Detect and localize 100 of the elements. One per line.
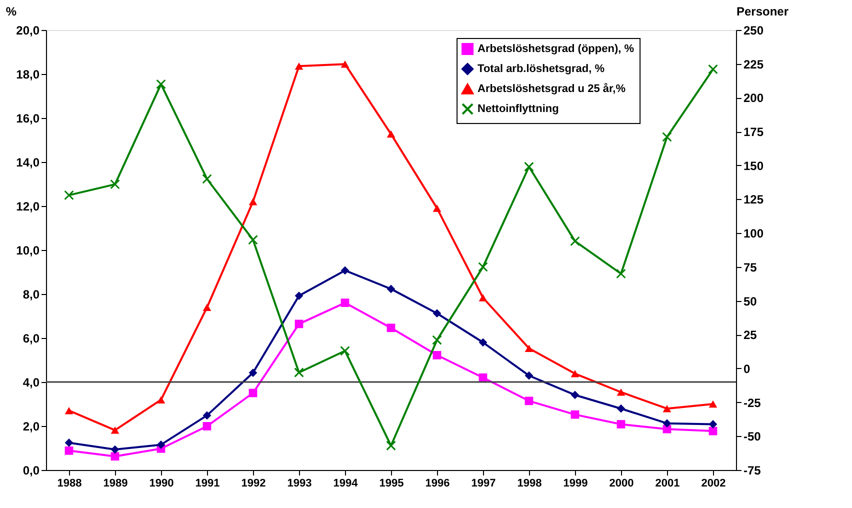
point [432, 204, 442, 212]
y-tick-label: 12,0 [16, 200, 40, 214]
x-tick-label: 1999 [563, 478, 588, 490]
point [110, 179, 120, 190]
point [294, 368, 304, 378]
point [248, 388, 258, 398]
x-tick-label: 1992 [241, 478, 266, 490]
y2-axis-title: Personer [736, 4, 789, 18]
y-axis-title: % [6, 4, 17, 18]
point [708, 420, 718, 428]
y2-tick-label: 100 [744, 226, 764, 241]
y2-tick-label: 175 [744, 125, 764, 140]
point [110, 426, 120, 434]
point [478, 373, 488, 382]
point [248, 234, 258, 245]
point [662, 419, 672, 428]
point [570, 370, 580, 378]
point [524, 344, 534, 352]
point [248, 368, 258, 377]
y2-tick-label: 250 [744, 24, 764, 38]
point [570, 236, 580, 246]
point [616, 268, 626, 279]
x-tick-label: 1988 [57, 478, 82, 490]
point [294, 62, 304, 70]
x-tick-label: 1996 [425, 478, 450, 490]
legend-label: Nettoinflyttning [478, 103, 559, 115]
point [432, 335, 442, 345]
point [156, 79, 166, 90]
y2-tick-label: 200 [744, 91, 764, 106]
y-tick-label: 16,0 [16, 112, 40, 126]
legend-label: Total arb.löshetsgrad, % [478, 63, 605, 75]
point [110, 445, 120, 454]
point [478, 338, 488, 347]
point [386, 324, 396, 332]
point [386, 284, 396, 294]
point [432, 309, 442, 318]
y-tick-label: 6,0 [22, 332, 40, 346]
y-tick-label: 8,0 [22, 288, 40, 302]
x-tick-label: 2001 [655, 478, 680, 490]
legend-label: Arbetslöshetsgrad (öppen), % [478, 43, 634, 55]
point [248, 198, 258, 206]
x-tick-label: 1991 [195, 478, 220, 490]
x-tick-label: 2000 [609, 478, 634, 490]
point [524, 396, 534, 406]
legend-label: Arbetslöshetsgrad u 25 år,% [478, 82, 626, 95]
point [294, 320, 304, 328]
point [64, 406, 74, 414]
point [662, 132, 672, 142]
y2-tick-label: -50 [744, 430, 762, 444]
point [708, 64, 718, 74]
point [570, 410, 580, 419]
y2-tick-label: 50 [744, 294, 758, 308]
y2-tick-label: 75 [744, 260, 758, 274]
y-tick-label: 20,0 [16, 24, 40, 38]
point [64, 446, 74, 455]
point [156, 440, 166, 449]
y2-tick-label: 150 [744, 158, 764, 173]
x-tick-label: 1995 [379, 478, 404, 490]
point [64, 190, 74, 200]
y-tick-label: 4,0 [22, 376, 40, 390]
point [156, 396, 166, 404]
point [340, 346, 350, 356]
x-tick-label: 1994 [333, 478, 359, 490]
point [386, 130, 396, 138]
point [340, 298, 350, 307]
x-tick-label: 1990 [149, 478, 174, 490]
y-tick-label: 18,0 [16, 68, 40, 82]
point [616, 388, 626, 396]
point [386, 440, 396, 451]
y-tick-label: 0,0 [22, 464, 40, 478]
y2-tick-label: 25 [744, 328, 758, 342]
point [616, 420, 626, 428]
point [202, 174, 212, 184]
y2-tick-label: 0 [744, 362, 750, 376]
x-tick-label: 1997 [471, 478, 496, 490]
y-tick-label: 10,0 [16, 244, 40, 258]
point [478, 262, 488, 272]
point [708, 400, 718, 408]
y2-tick-label: -25 [744, 396, 762, 410]
point [524, 162, 534, 172]
y-tick-label: 2,0 [22, 420, 40, 434]
point [524, 371, 534, 380]
x-tick-label: 1998 [517, 478, 542, 490]
point [340, 60, 350, 68]
y2-tick-label: 125 [744, 192, 764, 207]
x-tick-label: 1989 [103, 478, 128, 490]
point [202, 304, 212, 312]
x-tick-label: 2002 [701, 478, 726, 490]
point [294, 292, 304, 300]
y2-tick-label: 225 [744, 57, 764, 72]
point [202, 422, 212, 430]
point [662, 404, 672, 412]
y2-tick-label: -75 [744, 464, 762, 478]
point [570, 390, 580, 400]
point [432, 350, 442, 360]
point [64, 438, 74, 447]
x-tick-label: 1993 [287, 478, 312, 490]
point [616, 404, 626, 413]
point [340, 266, 350, 275]
y-tick-label: 14,0 [16, 156, 40, 170]
